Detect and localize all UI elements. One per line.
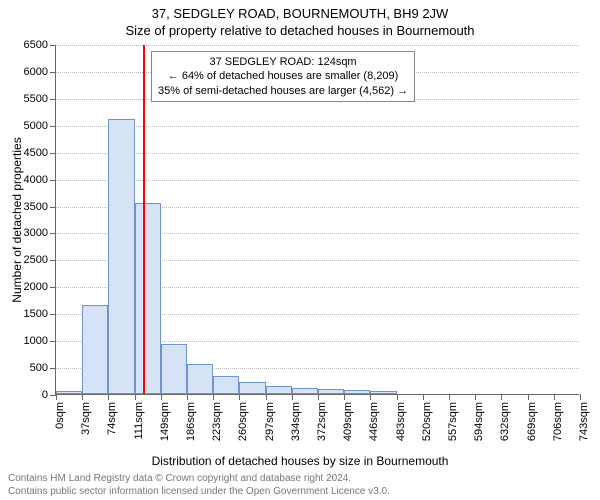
x-tick (213, 394, 214, 400)
bar (56, 391, 82, 394)
x-tick (501, 394, 502, 400)
y-tick-label: 0 (42, 389, 56, 401)
footer-line2: Contains public sector information licen… (8, 486, 390, 499)
bar (318, 389, 344, 394)
y-tick-label: 4000 (24, 174, 56, 186)
x-tick-label: 446sqm (368, 402, 380, 441)
x-tick (108, 394, 109, 400)
y-tick-label: 1500 (24, 308, 56, 320)
bar (135, 203, 161, 394)
x-tick-label: 334sqm (290, 402, 302, 441)
y-axis-title: Number of detached properties (10, 137, 24, 302)
x-tick (266, 394, 267, 400)
bar (370, 391, 396, 394)
annotation-box: 37 SEDGLEY ROAD: 124sqm ← 64% of detache… (151, 51, 415, 102)
y-tick-label: 1000 (24, 335, 56, 347)
x-tick-label: 409sqm (342, 402, 354, 441)
bar (292, 388, 318, 394)
bar (108, 119, 134, 394)
y-tick-label: 3000 (24, 227, 56, 239)
x-tick (239, 394, 240, 400)
bar (344, 390, 370, 394)
x-tick-label: 669sqm (526, 402, 538, 441)
x-tick-label: 520sqm (421, 402, 433, 441)
footer: Contains HM Land Registry data © Crown c… (8, 473, 390, 498)
chart-subtitle: Size of property relative to detached ho… (0, 21, 600, 42)
x-tick (554, 394, 555, 400)
bar (213, 376, 239, 394)
bar (239, 382, 265, 394)
x-tick-label: 632sqm (499, 402, 511, 441)
x-tick-label: 594sqm (473, 402, 485, 441)
x-tick (580, 394, 581, 400)
page-title: 37, SEDGLEY ROAD, BOURNEMOUTH, BH9 2JW (0, 0, 600, 21)
y-tick-label: 2000 (24, 281, 56, 293)
x-tick-label: 223sqm (211, 402, 223, 441)
bar (187, 364, 213, 394)
x-tick (370, 394, 371, 400)
x-tick-label: 186sqm (185, 402, 197, 441)
y-tick-label: 5000 (24, 120, 56, 132)
x-tick (187, 394, 188, 400)
x-tick (56, 394, 57, 400)
y-tick-label: 3500 (24, 201, 56, 213)
marker-line (143, 45, 145, 394)
x-tick (475, 394, 476, 400)
x-tick-label: 260sqm (237, 402, 249, 441)
x-tick (449, 394, 450, 400)
annotation-line2: ← 64% of detached houses are smaller (8,… (158, 69, 408, 83)
y-tick-label: 5500 (24, 93, 56, 105)
x-tick (397, 394, 398, 400)
x-tick-label: 37sqm (80, 402, 92, 435)
x-tick-label: 111sqm (133, 402, 145, 440)
y-tick-label: 6500 (24, 39, 56, 51)
y-tick-label: 2500 (24, 254, 56, 266)
gridline (56, 45, 579, 46)
x-tick (318, 394, 319, 400)
chart: 0500100015002000250030003500400045005000… (55, 45, 579, 395)
x-tick-label: 0sqm (54, 402, 66, 429)
x-tick-label: 743sqm (578, 402, 590, 441)
x-tick-label: 557sqm (447, 402, 459, 441)
x-tick-label: 706sqm (552, 402, 564, 441)
x-axis-title: Distribution of detached houses by size … (0, 454, 600, 468)
x-tick-label: 483sqm (395, 402, 407, 441)
x-tick (423, 394, 424, 400)
x-tick (344, 394, 345, 400)
footer-line1: Contains HM Land Registry data © Crown c… (8, 473, 390, 486)
bar (161, 344, 187, 394)
x-tick (135, 394, 136, 400)
x-tick-label: 297sqm (264, 402, 276, 441)
x-tick-label: 74sqm (106, 402, 118, 435)
y-tick-label: 6000 (24, 66, 56, 78)
x-tick (528, 394, 529, 400)
x-tick (82, 394, 83, 400)
x-tick (292, 394, 293, 400)
y-tick-label: 500 (30, 362, 56, 374)
y-tick-label: 4500 (24, 147, 56, 159)
x-tick-label: 149sqm (159, 402, 171, 441)
x-tick (161, 394, 162, 400)
bar (82, 305, 108, 394)
x-tick-label: 372sqm (316, 402, 328, 441)
bar (266, 386, 292, 394)
annotation-line3: 35% of semi-detached houses are larger (… (158, 84, 408, 98)
annotation-line1: 37 SEDGLEY ROAD: 124sqm (158, 55, 408, 69)
